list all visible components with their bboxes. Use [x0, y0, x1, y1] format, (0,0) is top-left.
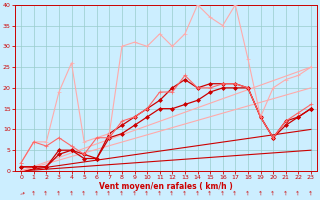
Text: ↗: ↗ [81, 190, 88, 197]
Text: ↗: ↗ [144, 190, 150, 197]
Text: ↗: ↗ [93, 190, 100, 197]
Text: ↗: ↗ [270, 190, 276, 197]
X-axis label: Vent moyen/en rafales ( km/h ): Vent moyen/en rafales ( km/h ) [99, 182, 233, 191]
Text: ↗: ↗ [118, 190, 125, 197]
Text: ↗: ↗ [30, 190, 37, 197]
Text: ↗: ↗ [43, 190, 50, 197]
Text: ↗: ↗ [181, 190, 188, 197]
Text: ↗: ↗ [219, 190, 226, 197]
Text: ↗: ↗ [18, 190, 24, 197]
Text: ↗: ↗ [257, 190, 264, 197]
Text: ↗: ↗ [207, 190, 213, 197]
Text: ↗: ↗ [106, 190, 113, 197]
Text: ↗: ↗ [295, 190, 302, 197]
Text: ↗: ↗ [169, 190, 176, 197]
Text: ↗: ↗ [131, 190, 138, 197]
Text: ↗: ↗ [244, 190, 251, 197]
Text: ↗: ↗ [308, 190, 314, 197]
Text: ↗: ↗ [232, 190, 239, 197]
Text: ↗: ↗ [282, 190, 289, 197]
Text: ↗: ↗ [55, 190, 62, 197]
Text: ↗: ↗ [194, 190, 201, 197]
Text: ↗: ↗ [156, 190, 163, 197]
Text: ↗: ↗ [68, 190, 75, 197]
